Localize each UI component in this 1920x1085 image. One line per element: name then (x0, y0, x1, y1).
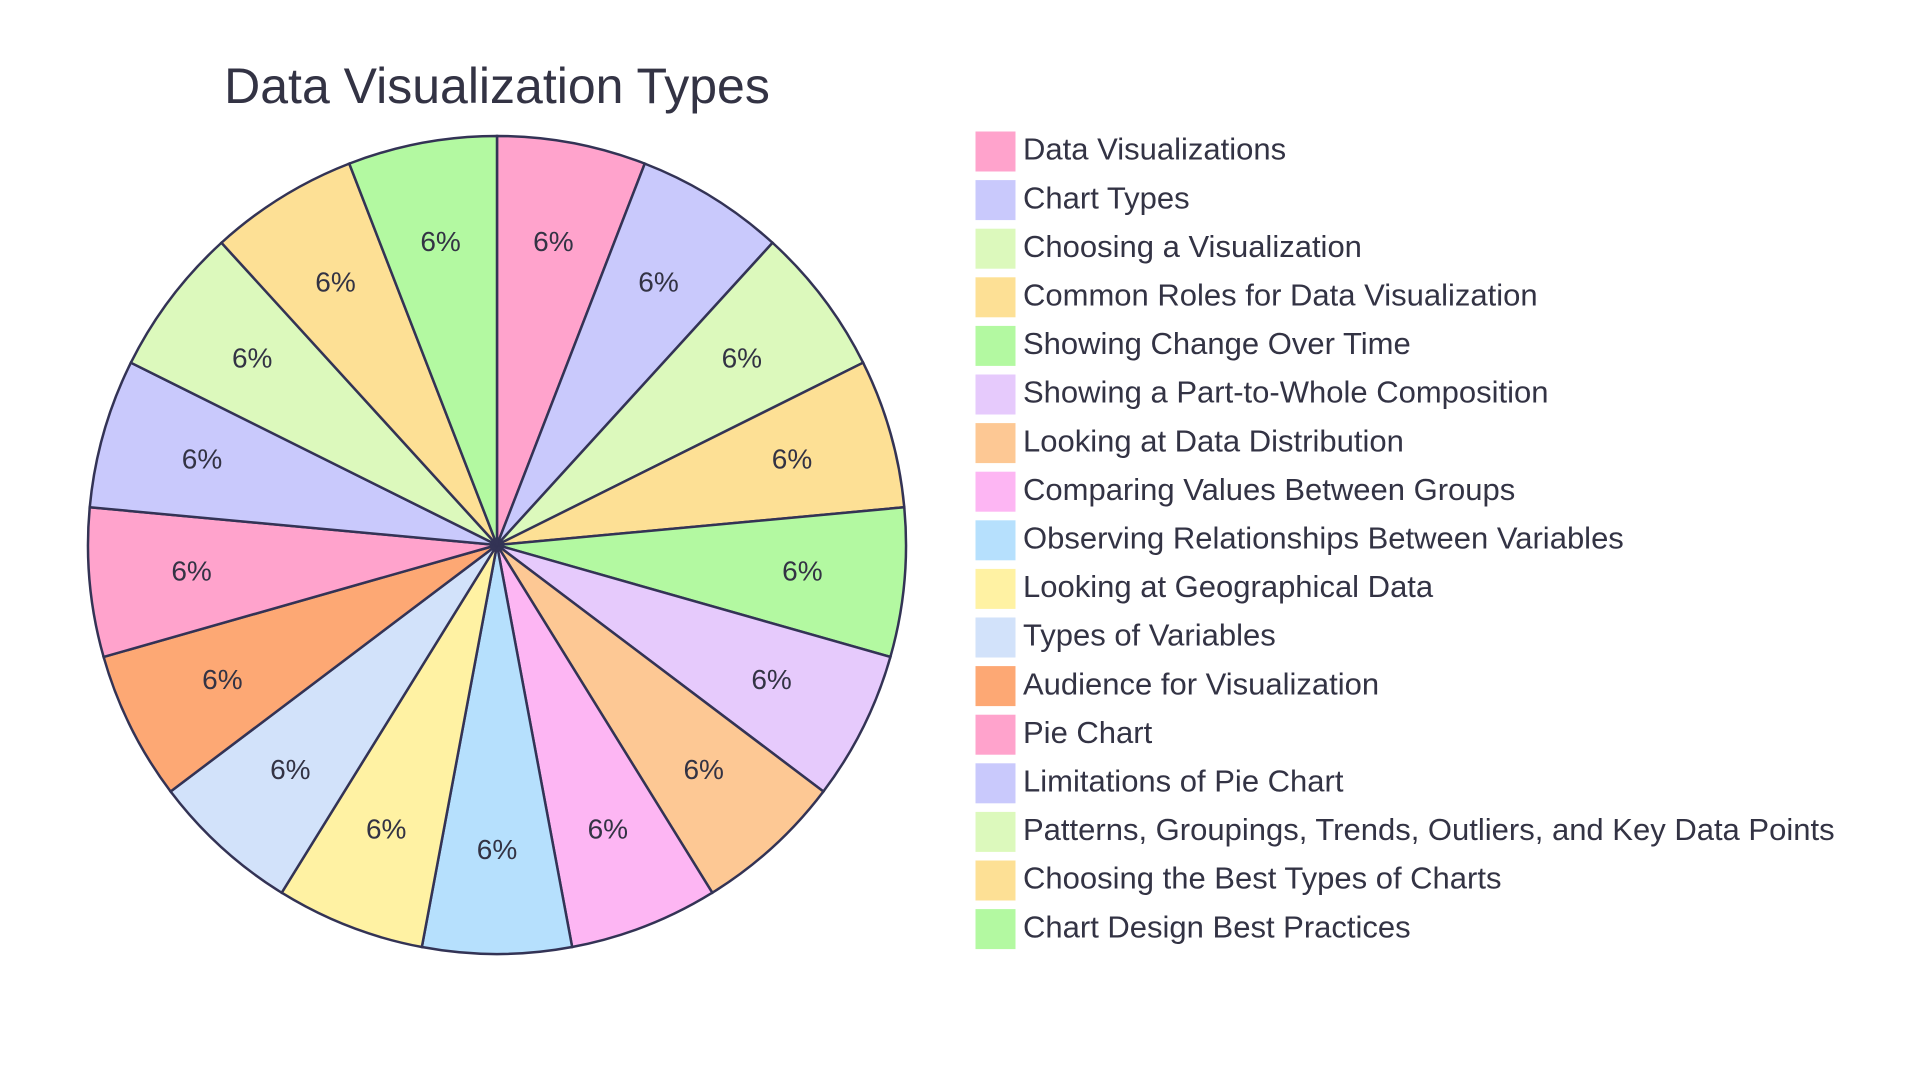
legend-label: Choosing a Visualization (1023, 229, 1362, 264)
legend-label: Limitations of Pie Chart (1023, 763, 1344, 798)
legend-label: Looking at Data Distribution (1023, 423, 1404, 458)
legend-label: Data Visualizations (1023, 132, 1286, 167)
slice-value-label: 6% (722, 342, 762, 373)
slice-value-label: 6% (171, 556, 211, 587)
legend-label: Observing Relationships Between Variable… (1023, 520, 1624, 555)
legend-label: Audience for Visualization (1023, 666, 1379, 701)
legend-swatch (974, 713, 1017, 756)
legend-swatch (974, 324, 1017, 367)
legend-label: Showing Change Over Time (1023, 326, 1411, 361)
legend-swatch (974, 616, 1017, 659)
slice-value-label: 6% (772, 443, 812, 474)
legend-label: Showing a Part-to-Whole Composition (1023, 375, 1549, 410)
slice-value-label: 6% (477, 834, 517, 865)
legend-label: Types of Variables (1023, 618, 1276, 653)
pie-slice-5 (496, 505, 908, 659)
slice-value-label: 6% (751, 664, 791, 695)
legend: Data Visualizations Chart Types Choosing a… (974, 130, 1835, 951)
legend-label: Common Roles for Data Visualization (1023, 277, 1538, 312)
legend-label: Pie Chart (1023, 715, 1153, 750)
slice-value-label: 6% (315, 267, 355, 298)
pie-slice-8 (495, 544, 715, 949)
legend-swatch (974, 859, 1017, 902)
legend-label: Chart Types (1023, 180, 1190, 215)
legend-swatch (974, 567, 1017, 610)
pie-slice-9 (420, 544, 574, 956)
pie-slice-16 (219, 162, 499, 546)
chart-title: Data Visualization Types (224, 58, 770, 114)
legend-swatch (974, 665, 1017, 708)
slice-value-label: 6% (202, 664, 242, 695)
pie-slice-14 (88, 361, 498, 547)
slice-value-label: 6% (270, 754, 310, 785)
legend-swatch (974, 762, 1017, 805)
pie-slice-6 (496, 543, 892, 794)
legend-label: Patterns, Groupings, Trends, Outliers, a… (1023, 812, 1835, 847)
legend-swatch (974, 130, 1017, 173)
legend-swatch (974, 227, 1017, 270)
pie-slice-2 (495, 162, 775, 546)
legend-swatch (974, 373, 1017, 416)
legend-label: Chart Design Best Practices (1023, 909, 1411, 944)
legend-swatch (974, 908, 1017, 951)
slice-value-label: 6% (782, 556, 822, 587)
pie-slice-10 (279, 544, 499, 949)
pie-slice-labels: 6% 6% 6% 6% 6% 6% 6% 6% 6% 6% 6% 6% 6% 6% 6% 6% 6% (171, 226, 822, 865)
slice-value-label: 6% (588, 813, 628, 844)
legend-swatch (974, 810, 1017, 853)
legend-label: Choosing the Best Types of Charts (1023, 861, 1501, 896)
slice-value-label: 6% (638, 267, 678, 298)
pie-slice-13 (86, 505, 498, 659)
legend-swatch (974, 422, 1017, 465)
slice-value-label: 6% (232, 342, 272, 373)
pie-slice-3 (496, 240, 865, 547)
legend-swatch (974, 470, 1017, 513)
pie-slices (86, 134, 908, 956)
slice-value-label: 6% (182, 443, 222, 474)
pie-slice-17 (347, 134, 499, 546)
pie-slice-11 (168, 544, 499, 895)
slice-value-label: 6% (366, 813, 406, 844)
slice-value-label: 6% (533, 226, 573, 257)
legend-swatch (974, 276, 1017, 319)
legend-label: Looking at Geographical Data (1023, 569, 1434, 604)
pie-slice-4 (496, 361, 906, 547)
pie-slice-1 (495, 134, 647, 546)
pie-slice-15 (129, 240, 498, 547)
pie-slice-7 (495, 544, 826, 895)
slice-value-label: 6% (683, 754, 723, 785)
slice-value-label: 6% (420, 226, 460, 257)
legend-swatch (974, 179, 1017, 222)
legend-swatch (974, 519, 1017, 562)
pie-slice-12 (102, 543, 498, 794)
legend-label: Comparing Values Between Groups (1023, 472, 1515, 507)
